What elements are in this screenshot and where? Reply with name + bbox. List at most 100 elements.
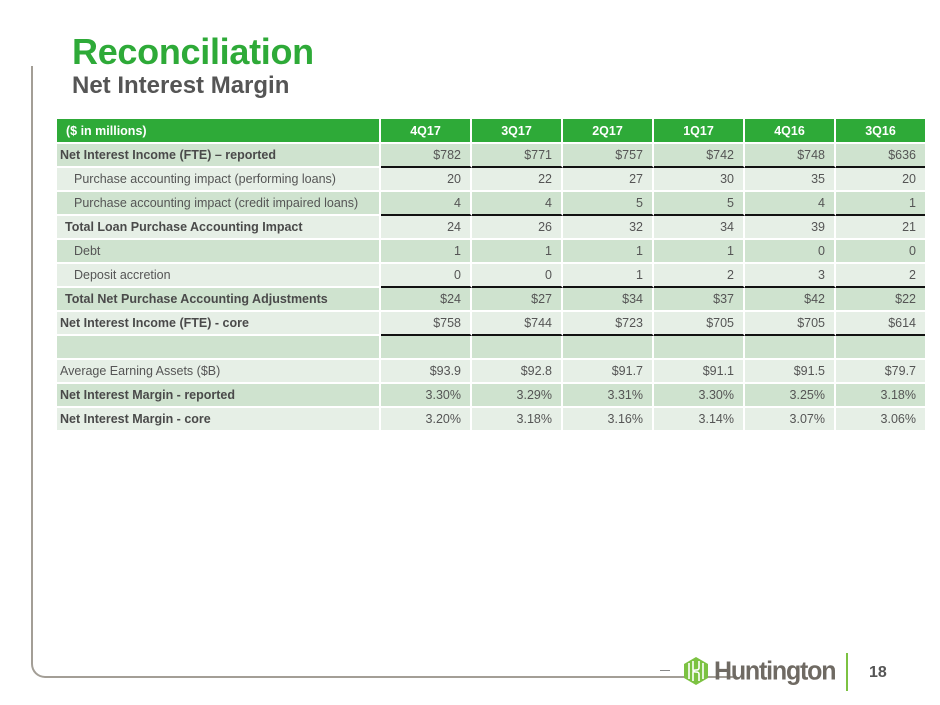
cell	[836, 336, 925, 360]
cell: 3.30%	[654, 384, 745, 408]
row-label: Debt	[57, 240, 381, 264]
cell: 1	[563, 240, 654, 264]
huntington-hex-icon	[684, 657, 708, 685]
table-row: Net Interest Income (FTE) – reported $78…	[57, 144, 925, 168]
cell: $705	[654, 312, 745, 336]
cell: $705	[745, 312, 836, 336]
slide-subtitle: Net Interest Margin	[72, 72, 290, 99]
header-label: ($ in millions)	[57, 119, 381, 144]
cell: 3.31%	[563, 384, 654, 408]
slide-title: Reconciliation	[72, 31, 314, 72]
cell: $744	[472, 312, 563, 336]
page-number-divider	[846, 653, 848, 691]
cell: 0	[381, 264, 472, 288]
cell: 32	[563, 216, 654, 240]
cell: $614	[836, 312, 925, 336]
cell: 20	[381, 168, 472, 192]
cell: $748	[745, 144, 836, 168]
cell: 27	[563, 168, 654, 192]
table-row: Net Interest Income (FTE) - core $758 $7…	[57, 312, 925, 336]
cell: 24	[381, 216, 472, 240]
cell: 5	[654, 192, 745, 216]
cell: 3.16%	[563, 408, 654, 432]
header-col-4q17: 4Q17	[381, 119, 472, 144]
cell: 3.06%	[836, 408, 925, 432]
row-label: Total Loan Purchase Accounting Impact	[57, 216, 381, 240]
reconciliation-table: ($ in millions) 4Q17 3Q17 2Q17 1Q17 4Q16…	[57, 119, 925, 432]
table-row: Net Interest Margin - reported 3.30% 3.2…	[57, 384, 925, 408]
cell: 1	[381, 240, 472, 264]
cell: 20	[836, 168, 925, 192]
footer-rule	[660, 670, 670, 671]
header-col-2q17: 2Q17	[563, 119, 654, 144]
cell	[472, 336, 563, 360]
cell: 34	[654, 216, 745, 240]
cell: $742	[654, 144, 745, 168]
cell: $24	[381, 288, 472, 312]
cell: $27	[472, 288, 563, 312]
cell: $771	[472, 144, 563, 168]
cell: 22	[472, 168, 563, 192]
cell: 3	[745, 264, 836, 288]
slide-frame-border	[31, 66, 733, 678]
table-row: Total Net Purchase Accounting Adjustment…	[57, 288, 925, 312]
table-row: Debt 1 1 1 1 0 0	[57, 240, 925, 264]
huntington-logo: Huntington	[683, 655, 836, 686]
row-label	[57, 336, 381, 360]
cell: $34	[563, 288, 654, 312]
cell: 1	[472, 240, 563, 264]
row-label: Net Interest Margin - core	[57, 408, 381, 432]
cell: 4	[472, 192, 563, 216]
cell: 2	[836, 264, 925, 288]
cell: 1	[836, 192, 925, 216]
cell: 3.30%	[381, 384, 472, 408]
cell: $91.7	[563, 360, 654, 384]
table-row: Purchase accounting impact (performing l…	[57, 168, 925, 192]
cell: 5	[563, 192, 654, 216]
cell	[381, 336, 472, 360]
cell: $723	[563, 312, 654, 336]
cell: 3.25%	[745, 384, 836, 408]
cell: $79.7	[836, 360, 925, 384]
table-row: Total Loan Purchase Accounting Impact 24…	[57, 216, 925, 240]
cell: $42	[745, 288, 836, 312]
header-col-4q16: 4Q16	[745, 119, 836, 144]
cell: 26	[472, 216, 563, 240]
cell: 21	[836, 216, 925, 240]
cell: $636	[836, 144, 925, 168]
row-label: Average Earning Assets ($B)	[57, 360, 381, 384]
row-label: Net Interest Margin - reported	[57, 384, 381, 408]
table-row: Net Interest Margin - core 3.20% 3.18% 3…	[57, 408, 925, 432]
cell: 0	[745, 240, 836, 264]
cell: $758	[381, 312, 472, 336]
table-row: Purchase accounting impact (credit impai…	[57, 192, 925, 216]
cell: 4	[381, 192, 472, 216]
table-row: Deposit accretion 0 0 1 2 3 2	[57, 264, 925, 288]
cell: $93.9	[381, 360, 472, 384]
cell: 4	[745, 192, 836, 216]
cell: 30	[654, 168, 745, 192]
page-number: 18	[869, 664, 887, 681]
row-label: Total Net Purchase Accounting Adjustment…	[57, 288, 381, 312]
row-label: Purchase accounting impact (credit impai…	[57, 192, 381, 216]
cell: 3.07%	[745, 408, 836, 432]
header-col-1q17: 1Q17	[654, 119, 745, 144]
cell	[563, 336, 654, 360]
header-col-3q17: 3Q17	[472, 119, 563, 144]
cell	[654, 336, 745, 360]
cell: 1	[654, 240, 745, 264]
cell: 35	[745, 168, 836, 192]
cell: $92.8	[472, 360, 563, 384]
cell: 3.18%	[472, 408, 563, 432]
header-col-3q16: 3Q16	[836, 119, 925, 144]
row-label: Purchase accounting impact (performing l…	[57, 168, 381, 192]
cell: 2	[654, 264, 745, 288]
brand-name: Huntington	[714, 655, 836, 686]
cell: $91.5	[745, 360, 836, 384]
row-label: Deposit accretion	[57, 264, 381, 288]
cell: 0	[836, 240, 925, 264]
row-label: Net Interest Income (FTE) - core	[57, 312, 381, 336]
table-row: Average Earning Assets ($B) $93.9 $92.8 …	[57, 360, 925, 384]
cell: $37	[654, 288, 745, 312]
cell: $91.1	[654, 360, 745, 384]
